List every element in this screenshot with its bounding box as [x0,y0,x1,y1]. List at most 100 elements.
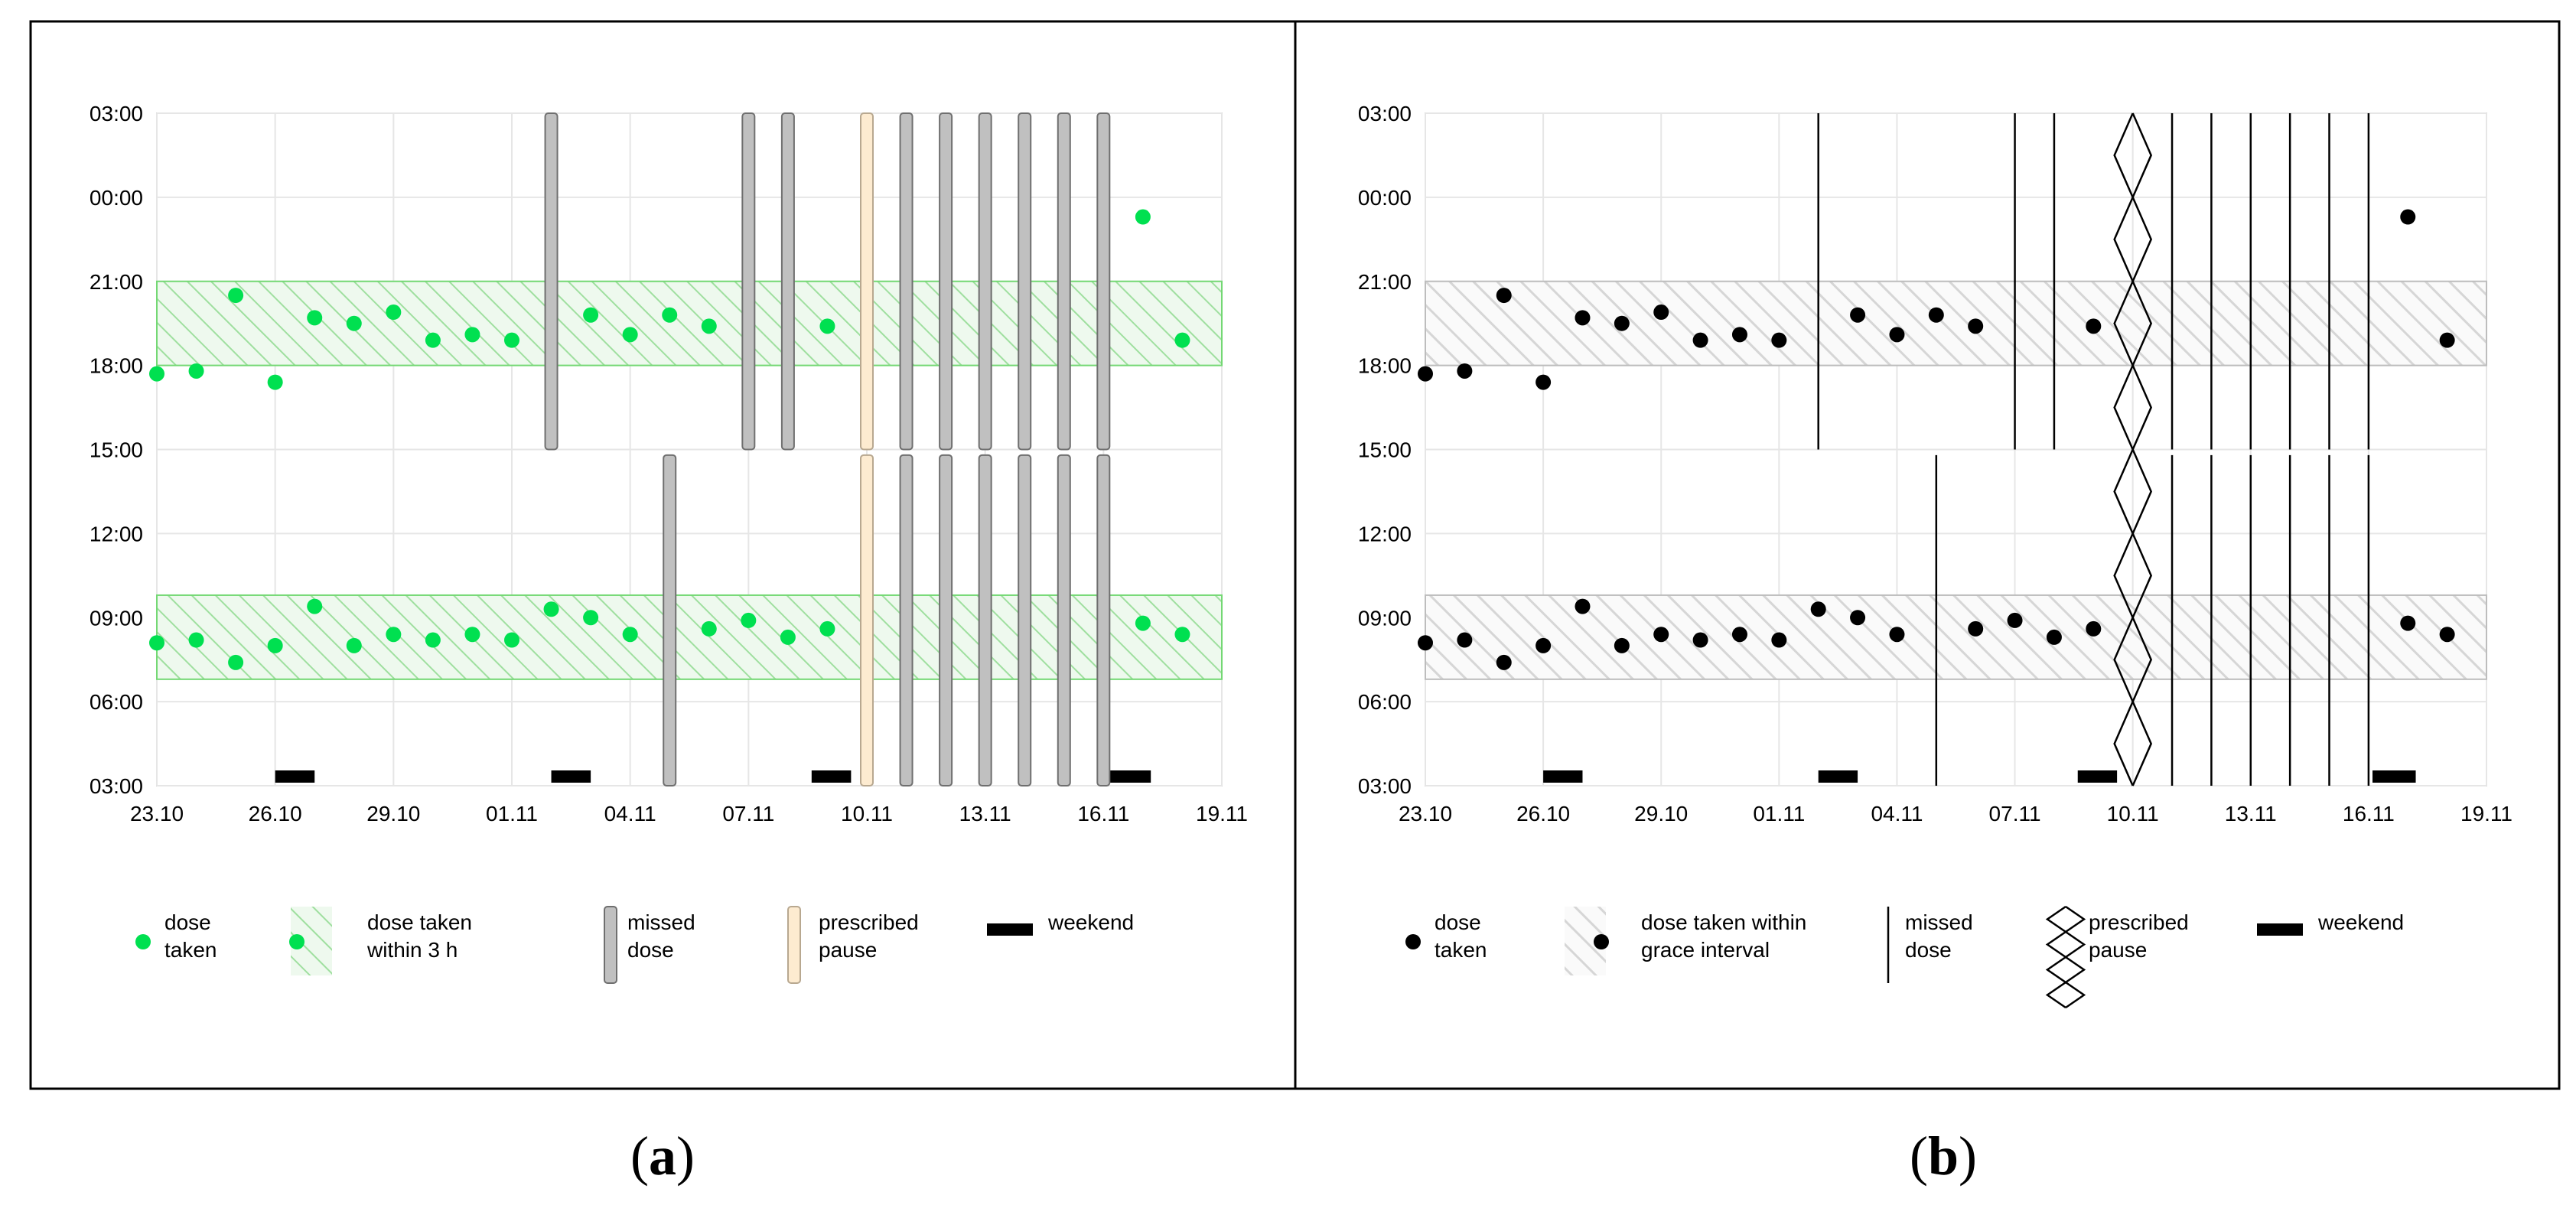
missed-dose-bar [1057,454,1071,786]
legend-missed-swatch [604,906,617,984]
legend-label-band: dose taken within [1641,910,1806,934]
pause-bar [860,112,874,451]
legend-pause-zigzag-right [2063,905,2086,1009]
dose-point [1614,637,1630,653]
weekend-bar [2372,770,2416,783]
dose-point [1771,332,1787,348]
missed-dose-bar [1057,112,1071,451]
dose-point [464,327,480,343]
x-tick-label: 04.11 [1871,802,1923,826]
x-tick-label: 16.11 [2343,802,2395,826]
y-tick-label: 09:00 [1358,606,1412,630]
dose-point [1850,610,1866,626]
dose-point [622,627,638,643]
missed-dose-bar [939,112,953,451]
weekend-bar [2077,770,2118,783]
dose-point [149,366,164,382]
y-tick-label: 06:00 [1358,690,1412,714]
dose-point [1536,374,1552,390]
x-tick-label: 10.11 [2107,802,2159,826]
dose-point [583,610,599,626]
dose-point [2439,332,2455,348]
missed-dose-bar [978,454,992,786]
legend-label-missed: dose [627,938,674,962]
y-tick-label: 21:00 [1358,270,1412,294]
dose-point [1968,318,1984,334]
legend-label-band: grace interval [1641,938,1770,962]
legend-weekend-swatch [2257,923,2303,936]
y-tick-label: 18:00 [1358,354,1412,378]
panel-a-label: (a) [630,1125,695,1187]
weekend-bar [1107,770,1151,783]
y-tick-label: 15:00 [90,438,143,462]
y-tick-label: 12:00 [90,522,143,545]
missed-dose-bar [899,454,913,786]
dose-point [1457,363,1473,379]
weekend-bar [811,770,852,783]
y-tick-label: 03:00 [1358,774,1412,798]
legend-pause-swatch [787,906,801,984]
missed-dose-bar [1018,454,1032,786]
legend-label-weekend: weekend [1047,910,1134,934]
legend-label-band: dose taken [367,910,472,934]
dose-point [1850,307,1866,323]
legend-dose-marker [1405,934,1421,949]
x-tick-label: 01.11 [1753,802,1805,826]
dose-point [543,601,559,617]
dose-point [1496,654,1512,670]
panel-b-chart: 23.10 26.10 29.10 01.11 04.11 07.11 10.11 13.11… [1358,102,2512,1009]
legend-label-dose: dose [164,910,211,934]
y-tick-label: 15:00 [1358,438,1412,462]
y-tick-label: 03:00 [90,774,143,798]
legend-label-missed: missed [627,910,695,934]
weekend-bar [551,770,591,783]
dose-point [228,288,244,304]
legend-label-weekend: weekend [2317,910,2404,934]
x-tick-label: 04.11 [604,802,656,826]
y-tick-label: 21:00 [90,270,143,294]
dose-point [425,632,441,648]
dose-point [1653,627,1669,643]
dose-point [1771,632,1787,648]
y-tick-label: 06:00 [90,690,143,714]
x-tick-label: 01.11 [486,802,538,826]
dose-point [1496,288,1512,304]
dose-point [1731,627,1747,643]
x-tick-label: 16.11 [1077,802,1129,826]
y-tick-label: 00:00 [1358,186,1412,210]
dose-point [2400,615,2416,631]
missed-dose-bar [939,454,953,786]
dose-point [386,304,402,321]
legend-label-pause: prescribed [819,910,919,934]
dose-point [701,620,717,637]
legend-label-pause: pause [819,938,877,962]
dose-point [1135,615,1151,631]
x-tick-label: 23.10 [130,802,184,826]
missed-dose-bar [899,112,913,451]
x-tick-label: 29.10 [1634,802,1688,826]
y-tick-label: 00:00 [90,186,143,210]
y-tick-label: 12:00 [1358,522,1412,545]
pause-zigzag-right [2131,112,2153,786]
pause-bar [860,454,874,786]
missed-dose-bar [1096,112,1111,451]
legend-label-missed: missed [1905,910,1973,934]
dose-point [1457,632,1473,648]
grace-band [156,280,1223,366]
x-tick-label: 26.10 [1516,802,1570,826]
dose-point [307,310,323,326]
grace-band [156,594,1223,680]
weekend-bar [275,770,315,783]
dose-point [2086,620,2102,637]
dose-point [346,637,362,653]
dose-point [1536,637,1552,653]
dose-point [819,318,835,334]
dose-point [228,654,244,670]
missed-dose-bar [1018,112,1032,451]
dose-point [741,612,757,628]
x-tick-label: 07.11 [722,802,774,826]
dose-point [583,307,599,323]
dose-point [662,307,678,323]
dose-point [2086,318,2102,334]
dose-point [2007,612,2023,628]
